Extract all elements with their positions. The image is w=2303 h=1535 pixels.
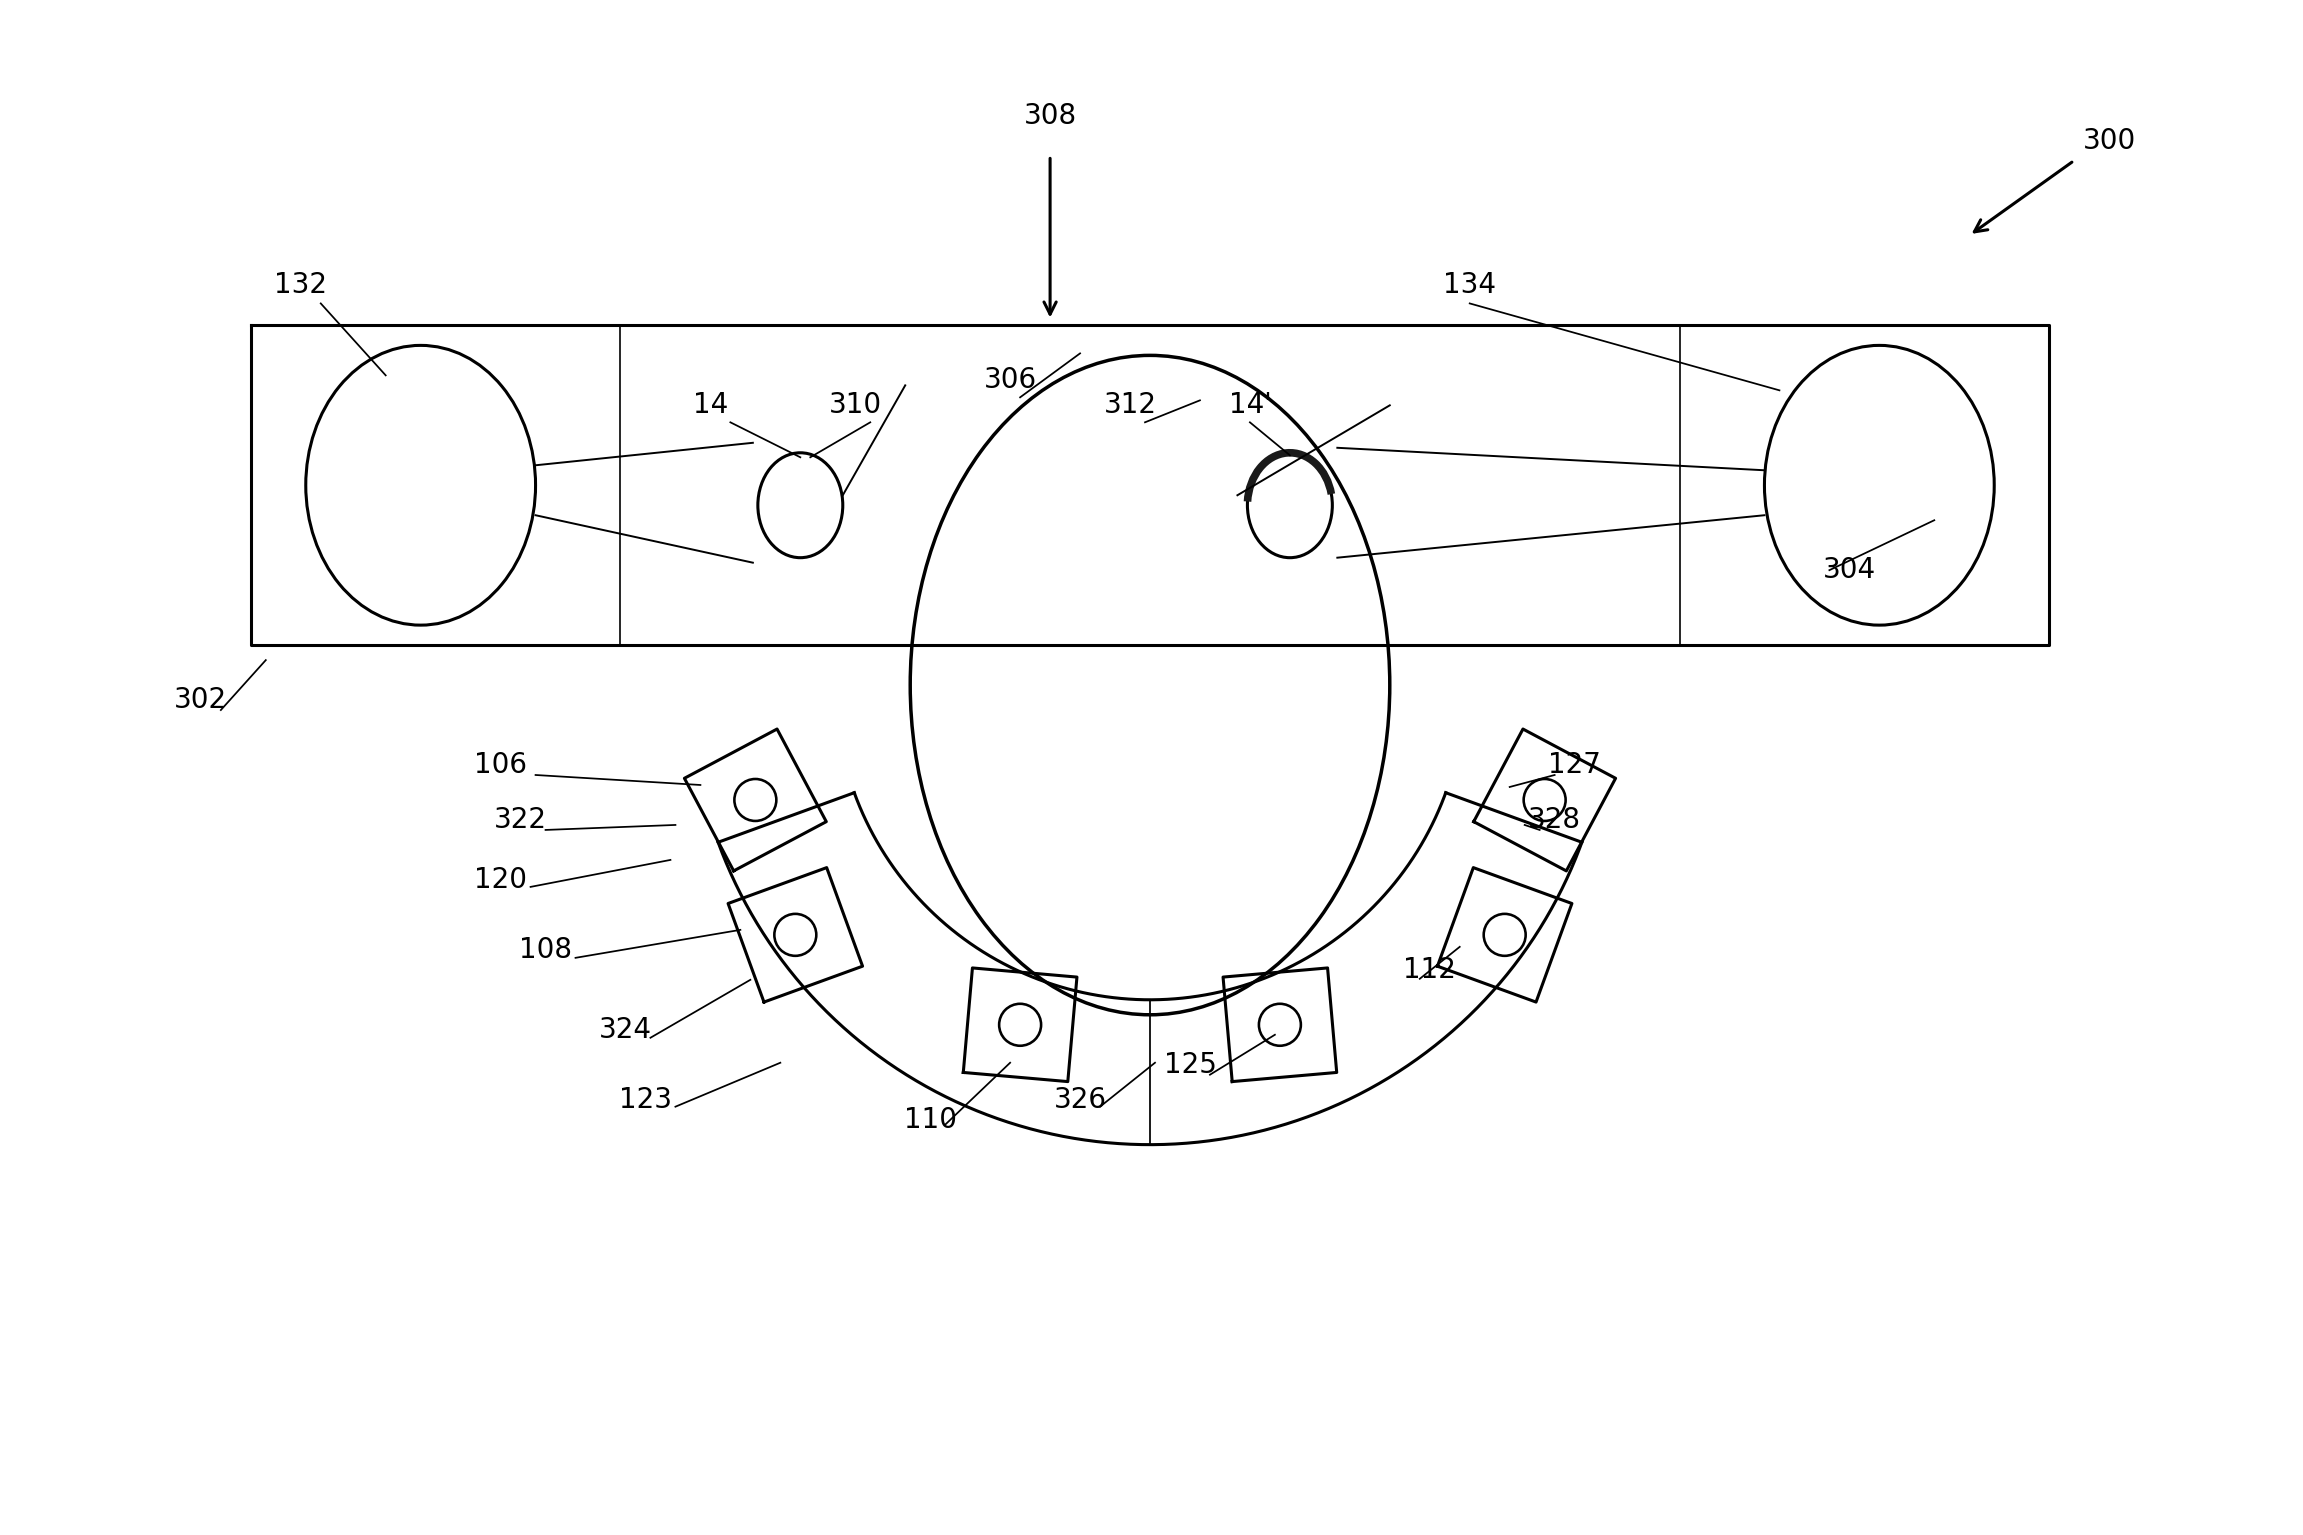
Text: 324: 324 [599,1016,652,1044]
Text: 322: 322 [495,806,548,834]
Text: 127: 127 [1548,751,1601,778]
Text: 125: 125 [1163,1051,1216,1079]
Text: 304: 304 [1822,556,1877,585]
Text: 310: 310 [829,391,882,419]
Text: 326: 326 [1052,1085,1105,1114]
Text: 106: 106 [474,751,527,778]
Text: 308: 308 [1023,101,1078,129]
Text: 300: 300 [2082,126,2135,155]
Text: 132: 132 [274,272,327,299]
Text: 108: 108 [518,936,571,964]
Text: 14: 14 [693,391,728,419]
Text: 120: 120 [474,866,527,893]
Text: 312: 312 [1103,391,1156,419]
Text: 14': 14' [1227,391,1271,419]
Text: 134: 134 [1444,272,1497,299]
Text: 110: 110 [903,1105,956,1134]
Text: 306: 306 [983,367,1036,394]
Text: 112: 112 [1403,956,1455,984]
Text: 302: 302 [175,686,228,714]
Text: 123: 123 [620,1085,672,1114]
Text: 328: 328 [1529,806,1582,834]
